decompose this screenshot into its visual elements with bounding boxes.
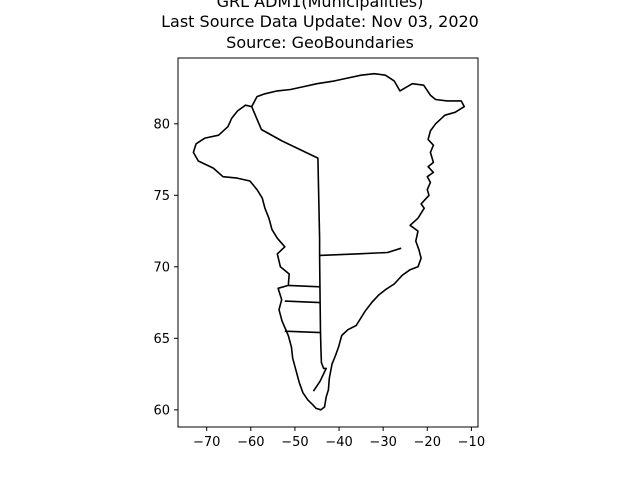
y-tick-label: 70 bbox=[153, 260, 170, 275]
x-tick-label: −30 bbox=[369, 435, 396, 450]
x-tick-label: −40 bbox=[325, 435, 352, 450]
y-tick-label: 75 bbox=[153, 189, 170, 204]
map-subtitle-source: Source: GeoBoundaries bbox=[226, 33, 414, 52]
greenland-outline bbox=[192, 72, 466, 411]
y-tick-label: 80 bbox=[153, 117, 170, 132]
y-tick-label: 65 bbox=[153, 332, 170, 347]
x-tick-label: −20 bbox=[414, 435, 441, 450]
axis-layer: −70 −60 −50 −40 −30 −20 −10 60 65 70 75 80 bbox=[153, 117, 485, 450]
x-tick-label: −10 bbox=[458, 435, 485, 450]
municipality-boundary-3 bbox=[288, 284, 321, 288]
municipality-boundary-4 bbox=[284, 300, 321, 304]
plot-frame bbox=[177, 57, 479, 428]
x-tick-label: −70 bbox=[193, 435, 220, 450]
y-tick-label: 60 bbox=[153, 403, 170, 418]
municipality-boundary-5 bbox=[284, 330, 328, 392]
x-tick-label: −60 bbox=[237, 435, 264, 450]
map-subtitle-update: Last Source Data Update: Nov 03, 2020 bbox=[161, 12, 479, 31]
boundary-layer bbox=[192, 72, 466, 411]
municipality-boundary-2 bbox=[319, 247, 402, 257]
x-tick-label: −50 bbox=[281, 435, 308, 450]
municipality-boundary-1 bbox=[250, 106, 322, 333]
map-title: GRL ADM1(Municipalities) bbox=[216, 0, 424, 11]
